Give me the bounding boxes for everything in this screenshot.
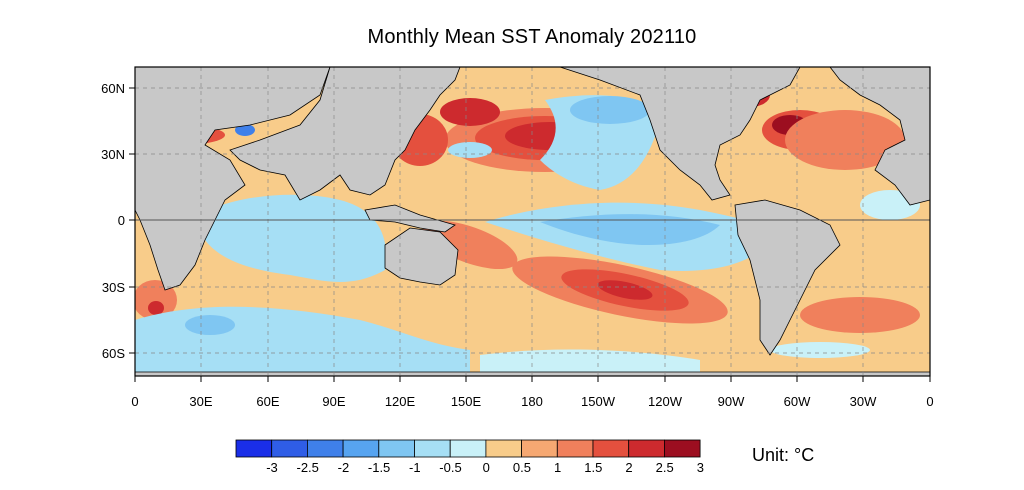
x-tick-label: 150E [451, 394, 482, 409]
colorbar-swatch [271, 439, 308, 458]
x-tick-label: 150W [581, 394, 616, 409]
colorbar-swatch [342, 439, 380, 458]
australia [384, 227, 459, 286]
y-tick-label: 60S [102, 346, 125, 361]
greenland-europe [829, 67, 930, 206]
y-tick-label: 60N [101, 81, 125, 96]
page-title: Monthly Mean SST Anomaly 202110 [367, 26, 697, 48]
x-tick-label: 60E [256, 394, 279, 409]
x-tick-label: 0 [926, 394, 933, 409]
x-tick-label: 30W [850, 394, 877, 409]
x-tick-label: 120E [385, 394, 416, 409]
colorbar-label: 0 [483, 460, 490, 475]
colorbar-swatch [306, 439, 344, 458]
colorbar-label: 3 [697, 460, 704, 475]
x-tick-label: 30E [189, 394, 212, 409]
sw-pacific-warm [422, 220, 518, 270]
colorbar-label: -1.5 [368, 460, 390, 475]
colorbar-label: 2 [625, 460, 632, 475]
colorbar-label: -2 [338, 460, 350, 475]
y-tick-label: 30N [101, 147, 125, 162]
colorbar-swatch [414, 439, 451, 458]
north-america [559, 67, 801, 201]
colorbar-swatch [628, 439, 665, 458]
africa-europe [135, 67, 331, 291]
x-tick-label: 90W [718, 394, 745, 409]
y-tick-label: 30S [102, 280, 125, 295]
south-america [734, 199, 841, 356]
colorbar-label: 0.5 [513, 460, 531, 475]
colorbar-label: 1 [554, 460, 561, 475]
indonesia [364, 204, 456, 233]
colorbar-swatch [521, 439, 558, 458]
colorbar [235, 439, 701, 458]
colorbar-label: -2.5 [296, 460, 318, 475]
x-axis [134, 376, 931, 382]
colorbar-label: 1.5 [584, 460, 602, 475]
colorbar-swatch [664, 439, 701, 458]
asia [229, 67, 461, 201]
y-axis [129, 87, 135, 354]
colorbar-swatch [378, 439, 415, 458]
x-tick-label: 0 [131, 394, 138, 409]
y-tick-label: 0 [118, 213, 125, 228]
colorbar-swatch [235, 439, 273, 458]
indian-ocean-cold [205, 194, 387, 282]
colorbar-swatch [592, 439, 630, 458]
colorbar-swatch [485, 439, 522, 458]
x-tick-label: 120W [648, 394, 683, 409]
colorbar-swatch [556, 439, 594, 458]
colorbar-swatch [449, 439, 487, 458]
x-tick-label: 180 [521, 394, 543, 409]
colorbar-label: -1 [409, 460, 421, 475]
colorbar-labels: -3 -2.5 -2 -1.5 -1 -0.5 0 0.5 1 1.5 2 2.… [266, 460, 704, 475]
x-tick-label: 60W [784, 394, 811, 409]
unit-label: Unit: °C [752, 445, 815, 465]
land [135, 67, 930, 376]
x-tick-label: 90E [322, 394, 345, 409]
grid-lines [135, 67, 930, 376]
colorbar-label: -3 [266, 460, 278, 475]
colorbar-label: 2.5 [656, 460, 674, 475]
colorbar-label: -0.5 [439, 460, 461, 475]
